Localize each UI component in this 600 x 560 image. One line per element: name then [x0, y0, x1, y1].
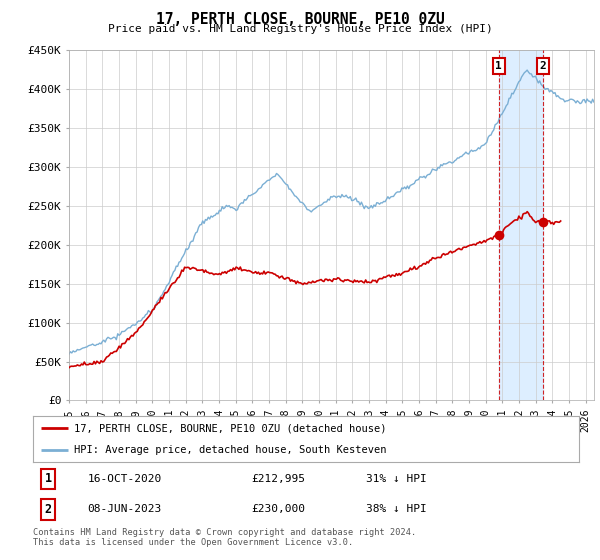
Text: Contains HM Land Registry data © Crown copyright and database right 2024.
This d: Contains HM Land Registry data © Crown c…: [33, 528, 416, 547]
Bar: [499, 50, 543, 400]
Text: 16-OCT-2020: 16-OCT-2020: [88, 474, 162, 484]
Text: 17, PERTH CLOSE, BOURNE, PE10 0ZU (detached house): 17, PERTH CLOSE, BOURNE, PE10 0ZU (detac…: [74, 423, 386, 433]
Text: 17, PERTH CLOSE, BOURNE, PE10 0ZU: 17, PERTH CLOSE, BOURNE, PE10 0ZU: [155, 12, 445, 27]
Text: 1: 1: [45, 473, 52, 486]
Text: HPI: Average price, detached house, South Kesteven: HPI: Average price, detached house, Sout…: [74, 445, 386, 455]
Text: £230,000: £230,000: [251, 505, 305, 515]
Text: Price paid vs. HM Land Registry's House Price Index (HPI): Price paid vs. HM Land Registry's House …: [107, 24, 493, 34]
Text: 38% ↓ HPI: 38% ↓ HPI: [366, 505, 427, 515]
Text: 1: 1: [496, 61, 502, 71]
Text: 08-JUN-2023: 08-JUN-2023: [88, 505, 162, 515]
Text: 2: 2: [539, 61, 547, 71]
Text: £212,995: £212,995: [251, 474, 305, 484]
Text: 2: 2: [45, 503, 52, 516]
Text: 31% ↓ HPI: 31% ↓ HPI: [366, 474, 427, 484]
